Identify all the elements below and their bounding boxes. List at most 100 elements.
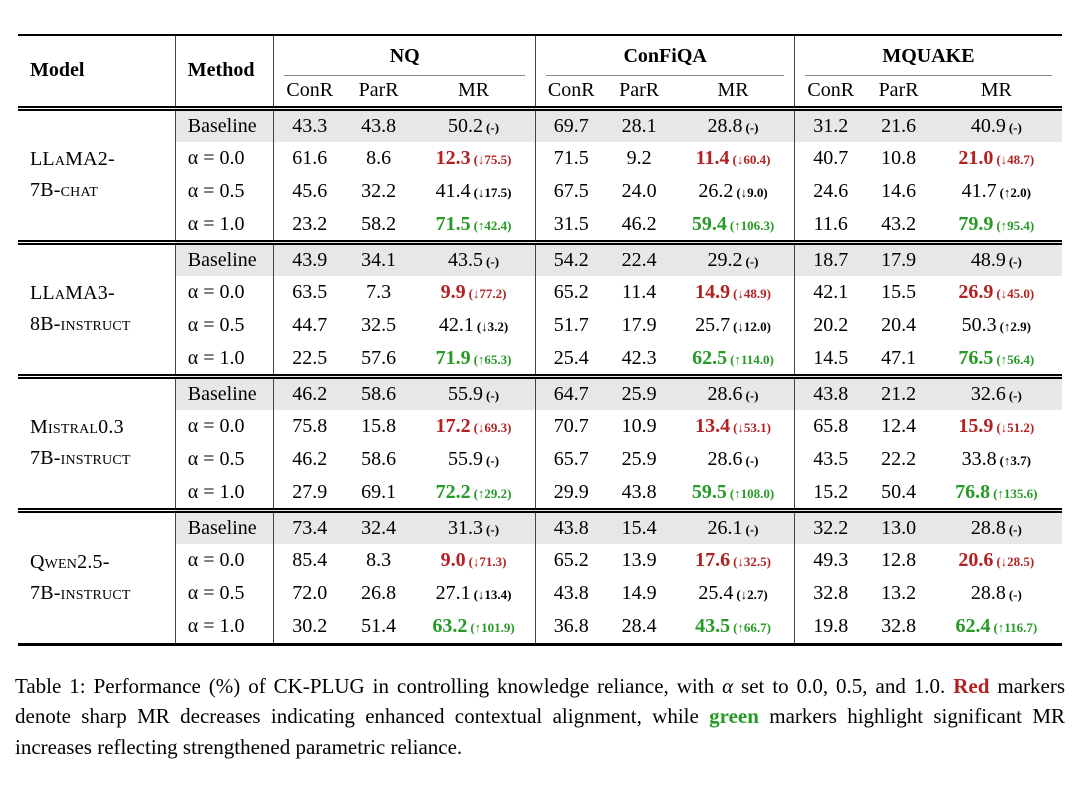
header-row-groups: Model Method NQ ConFiQA MQUAKE: [18, 35, 1062, 108]
conr-cell: 46.2: [272, 443, 346, 477]
caption-segment: α: [722, 673, 734, 698]
conr-cell: 65.2: [535, 275, 607, 309]
mr-cell: 9.0 (↓71.3): [412, 544, 536, 578]
method-cell: α = 0.5: [174, 309, 274, 343]
mr-cell: 55.9 (-): [411, 376, 536, 410]
results-table: Model Method NQ ConFiQA MQUAKE ConR ParR: [18, 34, 1062, 646]
conr-cell: 67.5: [535, 175, 607, 209]
parr-cell: 32.2: [361, 180, 397, 203]
table-row: LLaMA3- 8B-instruct Baseline 43.9 34.1 43.5 (-…: [18, 242, 1062, 376]
conr-cell: 63.5: [272, 275, 346, 309]
parr-cell: 17.9: [866, 242, 931, 276]
mr-value: 15.9: [958, 414, 994, 437]
mr-change-annotation: (↑108.0): [729, 485, 775, 501]
conr-cell: 54.2: [535, 242, 607, 276]
parr-cell: 28.1: [606, 108, 673, 142]
mr-cell: 13.4 (↓53.1): [672, 410, 794, 444]
mr-cell: 71.5 (↑42.4): [412, 209, 536, 243]
parr-cell: 12.4: [881, 414, 917, 437]
mr-cell: 62.4 (↑116.7): [931, 611, 1062, 645]
conr-cell: 73.4: [272, 510, 346, 544]
mr-cell: 41.7 (↑2.0): [931, 175, 1062, 209]
mr-value: 9.9: [440, 280, 466, 303]
mr-value: 55.9: [448, 448, 484, 471]
mr-change-annotation: (↓51.2): [996, 419, 1035, 435]
conr-cell: 19.8: [793, 610, 867, 644]
conr-cell: 49.3: [793, 543, 867, 577]
mr-cell: 76.8 (↑135.6): [931, 477, 1062, 511]
mr-cell: 72.2 (↑29.2): [412, 477, 536, 511]
parr-cell: 21.6: [866, 108, 931, 142]
parr-cell: 22.2: [881, 448, 917, 471]
conr-cell: 51.7: [535, 309, 607, 343]
mr-cell: 15.9 (↓51.2): [931, 410, 1062, 444]
mr-value: 25.7: [695, 314, 731, 337]
mr-value: 76.5: [958, 346, 994, 369]
model-block: LLaMA3- 8B-instruct Baseline 43.9 34.1 43.5 (-…: [18, 242, 1062, 376]
mr-change-annotation: (-): [745, 521, 759, 537]
table-row: LLaMA2- 7B-chat Baseline 43.3 43.8 50.2 (-) 69.…: [18, 108, 1062, 242]
mr-cell: 71.9 (↑65.3): [412, 343, 536, 377]
parr-cell: 8.3: [366, 548, 392, 571]
mr-value: 21.0: [958, 146, 994, 169]
table-row: α = 0.5 46.2 58.6 55.9 (-) 65.7 25.9 28.6 (-) 43.…: [18, 443, 1062, 477]
method-cell: α = 0.5: [174, 577, 274, 611]
conr-cell: 43.8: [535, 577, 607, 611]
sub-header-parr: ParR: [619, 79, 660, 102]
model-block: Mistral0.3 7B-instruct Baseline 46.2 58.6 55.…: [18, 376, 1062, 510]
parr-cell: 25.9: [621, 448, 657, 471]
mr-change-annotation: (-): [486, 521, 500, 537]
mr-change-annotation: (↑42.4): [473, 217, 512, 233]
mr-change-annotation: (↑2.9): [999, 319, 1032, 335]
parr-cell: 13.9: [621, 548, 657, 571]
mr-change-annotation: (-): [745, 387, 759, 403]
mr-value: 29.2: [707, 248, 743, 271]
model-name-line: Qwen2.5-: [30, 550, 110, 573]
col-header-method: Method: [174, 35, 274, 108]
conr-cell: 40.7: [793, 141, 867, 175]
conr-cell: 11.6: [793, 208, 867, 242]
mr-change-annotation: (-): [1008, 253, 1022, 269]
parr-cell: 25.9: [606, 376, 673, 410]
parr-cell: 32.8: [881, 615, 917, 637]
parr-cell: 12.8: [881, 548, 917, 571]
parr-cell: 28.4: [621, 615, 657, 637]
mr-cell: 21.0 (↓48.7): [931, 142, 1062, 176]
mr-value: 32.6: [970, 382, 1006, 405]
mr-change-annotation: (↓45.0): [996, 285, 1035, 301]
table-row: α = 1.0 22.5 57.6 71.9 (↑65.3) 25.4 42.3 62.5 (↑…: [18, 342, 1062, 377]
parr-cell: 14.6: [881, 180, 917, 203]
mr-cell: 31.3 (-): [411, 510, 536, 544]
mr-value: 48.9: [970, 248, 1006, 271]
group-header-mquake: MQUAKE: [793, 35, 1062, 76]
parr-cell: 58.6: [345, 376, 412, 410]
parr-cell: 34.1: [345, 242, 412, 276]
conr-cell: 45.6: [272, 175, 346, 209]
mr-cell: 28.8 (-): [931, 577, 1062, 611]
mr-change-annotation: (↓71.3): [468, 553, 507, 569]
parr-cell: 13.0: [866, 510, 931, 544]
mr-cell: 26.2 (↓9.0): [672, 175, 794, 209]
parr-cell: 58.6: [361, 448, 397, 471]
mr-value: 41.7: [961, 180, 997, 203]
mr-cell: 26.9 (↓45.0): [931, 276, 1062, 310]
mr-value: 59.5: [691, 480, 727, 503]
group-header-confiqa: ConFiQA: [535, 35, 795, 76]
method-cell: α = 0.0: [174, 141, 274, 175]
mr-value: 20.6: [958, 548, 994, 571]
conr-cell: 31.5: [535, 208, 607, 242]
mr-change-annotation: (↓69.3): [473, 419, 512, 435]
mr-value: 71.5: [435, 212, 471, 235]
conr-cell: 85.4: [272, 543, 346, 577]
method-cell: α = 0.0: [174, 409, 274, 443]
method-cell: α = 0.0: [174, 275, 274, 309]
mr-value: 14.9: [695, 280, 731, 303]
group-header-nq: NQ: [272, 35, 536, 76]
mr-change-annotation: (↑95.4): [996, 217, 1035, 233]
parr-cell: 32.4: [345, 510, 412, 544]
mr-cell: 32.6 (-): [930, 376, 1062, 410]
mr-cell: 11.4 (↓60.4): [672, 142, 794, 176]
mr-cell: 17.6 (↓32.5): [672, 544, 794, 578]
parr-cell: 15.4: [606, 510, 673, 544]
conr-cell: 43.8: [793, 376, 867, 410]
